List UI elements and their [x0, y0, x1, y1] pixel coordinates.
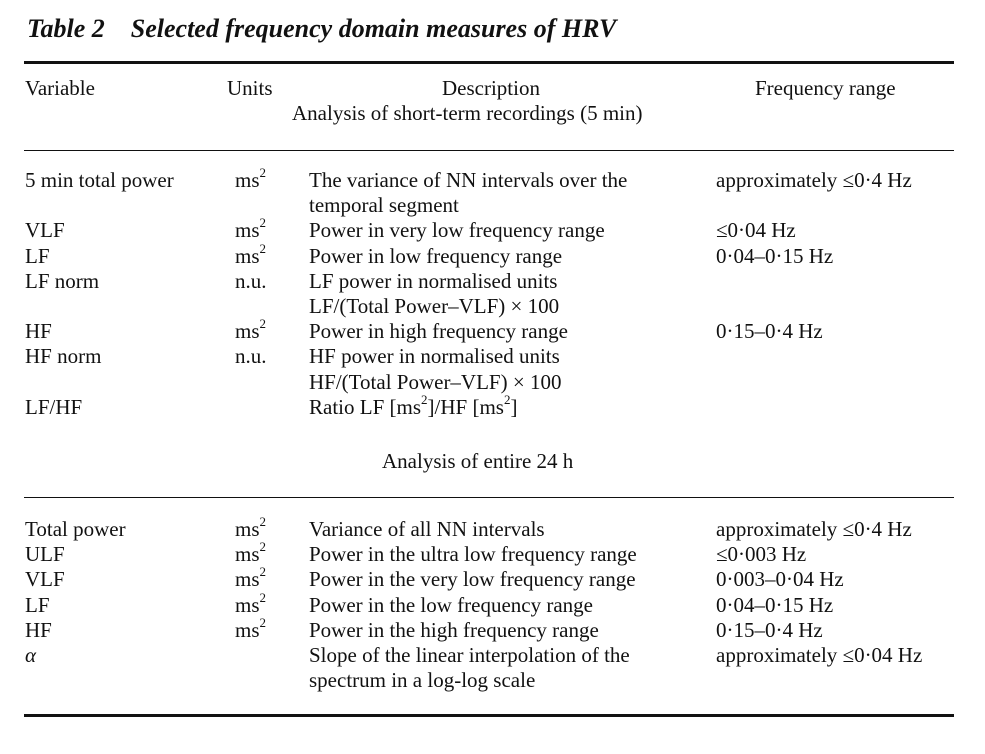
- table-row: HF norm n.u. HF power in normalised unit…: [0, 344, 985, 394]
- table-row: LF ms2 Power in the low frequency range …: [0, 589, 985, 618]
- header-frequency-range: Frequency range: [755, 76, 896, 100]
- description-cell: Power in high frequency range: [309, 319, 568, 344]
- frequency-cell: approximately ≤0·4 Hz: [716, 517, 912, 541]
- variable-cell: VLF: [25, 218, 65, 243]
- variable-cell: ULF: [25, 542, 65, 567]
- table-row: 5 min total power ms2 The variance of NN…: [0, 165, 985, 218]
- table-title: Table 2 Selected frequency domain measure…: [27, 14, 616, 44]
- unit-cell: ms2: [235, 240, 267, 268]
- unit-cell: ms2: [235, 514, 267, 541]
- header-variable: Variable: [25, 76, 95, 100]
- description-cell: Power in the very low frequency range: [309, 567, 636, 592]
- table-row: VLF ms2 Power in very low frequency rang…: [0, 215, 985, 243]
- variable-cell: HF norm: [25, 344, 102, 369]
- frequency-cell: approximately ≤0·04 Hz: [716, 642, 923, 667]
- variable-cell: Total power: [25, 517, 126, 541]
- unit-cell: ms2: [235, 564, 267, 592]
- header-description: Description: [442, 76, 540, 100]
- description-cell: Ratio LF [ms2]/HF [ms2]: [309, 391, 518, 419]
- description-cell: Power in the ultra low frequency range: [309, 542, 637, 567]
- variable-cell: HF: [25, 319, 52, 344]
- unit-cell: ms2: [235, 614, 267, 642]
- variable-cell: VLF: [25, 567, 65, 592]
- variable-cell: LF: [25, 243, 50, 268]
- unit-cell: ms2: [235, 316, 267, 344]
- frequency-cell: 0·04–0·15 Hz: [716, 243, 834, 268]
- table-row: VLF ms2 Power in the very low frequency …: [0, 564, 985, 592]
- description-cell: The variance of NN intervals over the te…: [309, 168, 628, 218]
- frequency-cell: 0·003–0·04 Hz: [716, 567, 844, 592]
- section-label-24h: Analysis of entire 24 h: [382, 449, 574, 473]
- section-label-short-term: Analysis of short-term recordings (5 min…: [292, 101, 643, 125]
- frequency-cell: ≤0·04 Hz: [716, 218, 796, 243]
- variable-cell: LF: [25, 592, 50, 617]
- frequency-cell: approximately ≤0·4 Hz: [716, 168, 912, 192]
- unit-cell: ms2: [235, 165, 267, 192]
- table-row: LF/HF Ratio LF [ms2]/HF [ms2]: [0, 391, 985, 420]
- frequency-cell: 0·04–0·15 Hz: [716, 592, 834, 617]
- variable-cell: LF/HF: [25, 394, 83, 419]
- header-units: Units: [227, 76, 273, 100]
- unit-cell: ms2: [235, 215, 267, 243]
- description-cell: Power in the high frequency range: [309, 617, 599, 642]
- variable-cell: HF: [25, 617, 52, 642]
- table-row: HF ms2 Power in high frequency range 0·1…: [0, 316, 985, 344]
- frequency-cell: 0·15–0·4 Hz: [716, 617, 823, 642]
- unit-cell: n.u.: [235, 268, 267, 293]
- header-rule: [24, 150, 954, 151]
- description-cell: Power in the low frequency range: [309, 592, 593, 617]
- frequency-cell: 0·15–0·4 Hz: [716, 319, 823, 344]
- bottom-rule: [24, 714, 954, 717]
- table-caption: Selected frequency domain measures of HR…: [130, 14, 617, 43]
- long-term-rows: Total power ms2 Variance of all NN inter…: [0, 514, 985, 693]
- variable-cell: LF norm: [25, 268, 100, 293]
- table-row: Total power ms2 Variance of all NN inter…: [0, 514, 985, 542]
- unit-cell: ms2: [235, 589, 267, 617]
- table-row: LF ms2 Power in low frequency range 0·04…: [0, 240, 985, 269]
- section-rule: [24, 497, 954, 498]
- table-row: HF ms2 Power in the high frequency range…: [0, 614, 985, 643]
- table-row: α Slope of the linear interpolation of t…: [0, 643, 985, 693]
- description-cell: Slope of the linear interpolation of the…: [309, 642, 630, 693]
- description-cell: LF power in normalised units LF/(Total P…: [309, 268, 560, 318]
- variable-cell: α: [25, 642, 37, 667]
- description-cell: Variance of all NN intervals: [309, 517, 545, 541]
- unit-cell: ms2: [235, 539, 267, 567]
- unit-cell: n.u.: [235, 344, 267, 369]
- top-rule: [24, 61, 954, 64]
- table-number: Table 2: [27, 14, 105, 43]
- variable-cell: 5 min total power: [25, 168, 174, 192]
- table-row: ULF ms2 Power in the ultra low frequency…: [0, 539, 985, 567]
- description-cell: Power in low frequency range: [309, 243, 563, 268]
- short-term-rows: 5 min total power ms2 The variance of NN…: [0, 165, 985, 420]
- description-cell: Power in very low frequency range: [309, 218, 605, 243]
- frequency-cell: ≤0·003 Hz: [716, 542, 807, 567]
- table-row: LF norm n.u. LF power in normalised unit…: [0, 269, 985, 319]
- description-cell: HF power in normalised units HF/(Total P…: [309, 344, 562, 394]
